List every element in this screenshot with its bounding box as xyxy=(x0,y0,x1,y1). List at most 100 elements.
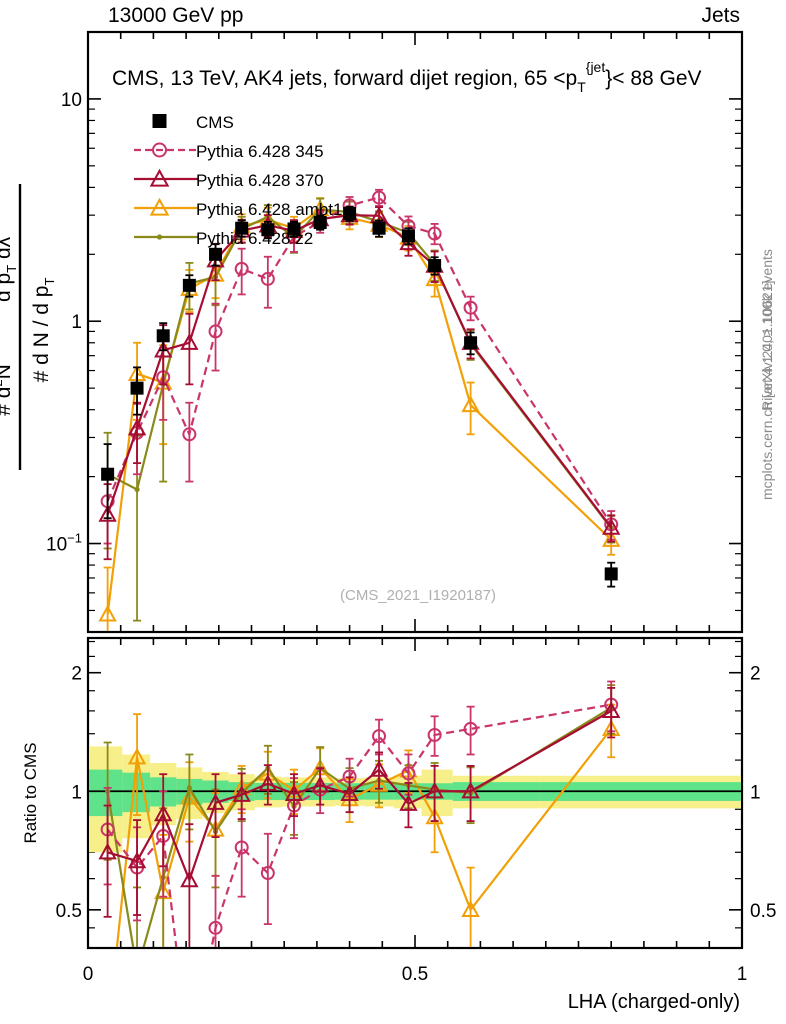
series-pythia-6-428-370 xyxy=(98,205,621,561)
dataset-watermark: (CMS_2021_I1920187) xyxy=(340,587,496,604)
data-point xyxy=(401,766,416,781)
data-point xyxy=(98,842,117,860)
data-point xyxy=(602,701,621,719)
data-point xyxy=(186,785,192,791)
data-point xyxy=(208,324,223,339)
legend-marker xyxy=(149,197,170,216)
series-line xyxy=(106,207,612,615)
legend-item-3: Pythia 6.428 ambt1 xyxy=(134,197,342,219)
data-point xyxy=(425,269,444,287)
data-point xyxy=(401,229,415,243)
ratio-y-tick-label-left: 0.5 xyxy=(56,901,82,922)
data-point xyxy=(463,300,478,315)
header-right: Jets xyxy=(701,4,740,27)
data-point xyxy=(604,567,618,581)
data-point xyxy=(127,747,147,765)
data-point xyxy=(372,729,387,744)
data-point xyxy=(372,221,386,235)
data-point xyxy=(101,467,115,481)
legend-marker xyxy=(156,234,163,240)
ratio-y-tick-label-right: 0.5 xyxy=(750,901,776,922)
data-point xyxy=(127,851,147,869)
data-point xyxy=(427,226,442,241)
legend-marker xyxy=(149,168,170,187)
data-point xyxy=(135,969,139,973)
data-point xyxy=(209,247,223,261)
y-tick-label: 1 xyxy=(71,312,82,333)
rivet-version-label: Rivet 4.1.0, ≥ 100k events xyxy=(759,249,775,411)
legend: CMS Pythia 6.428 345 Pythia 6.428 370 Pythi… xyxy=(134,113,342,248)
y-axis-label: # d2N d pT dλ # d N / d pT xyxy=(0,184,57,470)
series-line xyxy=(106,214,613,529)
data-point xyxy=(235,221,249,235)
series-pythia-6-428-ambt1 xyxy=(115,703,621,947)
series-pythia-6-428-z2 xyxy=(103,197,616,622)
data-point xyxy=(461,900,480,917)
data-point xyxy=(284,784,304,802)
data-point xyxy=(461,395,480,413)
plot-title: CMS, 13 TeV, AK4 jets, forward dijet reg… xyxy=(112,59,702,95)
data-point xyxy=(130,381,144,395)
x-tick-label: 0 xyxy=(83,964,94,985)
main-panel: 10 1 10−1 CMS, 13 TeV, AK4 jets, forward di… xyxy=(46,30,744,634)
data-point xyxy=(260,271,275,286)
ratio-y-tick-label-right: 2 xyxy=(750,664,761,685)
band-inner xyxy=(89,769,123,817)
data-point xyxy=(234,261,249,276)
y-label-numerator-right: d pT dλ xyxy=(0,236,19,302)
data-point xyxy=(428,259,442,273)
x-tick-label: 0.5 xyxy=(402,964,428,985)
legend-item-1: Pythia 6.428 345 xyxy=(134,142,324,161)
legend-label: Pythia 6.428 370 xyxy=(196,171,324,190)
data-point xyxy=(340,784,359,802)
data-point xyxy=(343,207,357,221)
data-point xyxy=(234,840,249,855)
data-point xyxy=(399,794,418,811)
data-point xyxy=(372,190,387,205)
series-line xyxy=(106,196,613,525)
y-tick-label: 10−1 xyxy=(46,531,82,556)
legend-label: Pythia 6.428 z2 xyxy=(196,229,313,248)
header-left: 13000 GeV pp xyxy=(108,4,243,27)
data-point xyxy=(425,807,444,825)
main-plot-frame xyxy=(86,30,744,634)
y-label-denominator: # d N / d pT xyxy=(30,278,57,383)
ratio-y-tick-label-right: 1 xyxy=(750,782,761,803)
data-point xyxy=(310,775,330,793)
series-line xyxy=(106,706,612,947)
legend-label: Pythia 6.428 345 xyxy=(196,142,324,161)
data-point xyxy=(180,333,199,350)
data-point xyxy=(313,216,327,230)
data-point xyxy=(369,760,389,777)
series-line xyxy=(107,208,613,530)
ratio-y-tick-label-left: 1 xyxy=(71,782,82,803)
data-point xyxy=(154,804,173,822)
y-label-numerator: # d2N xyxy=(0,364,15,416)
mcplots-source-label: mcplots.cern.ch [arXiv:2401.10621] xyxy=(759,281,775,500)
legend-item-2: Pythia 6.428 370 xyxy=(134,168,324,190)
data-point xyxy=(287,222,301,236)
data-point xyxy=(182,278,196,292)
data-point xyxy=(427,727,442,742)
data-point xyxy=(206,793,225,810)
legend-marker xyxy=(152,114,167,128)
legend-label: CMS xyxy=(196,113,234,132)
data-point xyxy=(258,774,278,791)
x-tick-label: 1 xyxy=(737,964,748,985)
ratio-axis-label: Ratio to CMS xyxy=(21,742,40,843)
legend-item-4: Pythia 6.428 z2 xyxy=(134,229,313,248)
data-point xyxy=(463,721,478,736)
data-point xyxy=(602,517,621,535)
data-point xyxy=(232,785,251,802)
series-cms xyxy=(101,205,618,588)
ratio-panel: 0.5 0.5 1 1 2 2 0 0.5 1 Ratio to CMS xyxy=(21,636,776,985)
data-point xyxy=(261,223,275,237)
data-point xyxy=(98,504,117,522)
legend-marker xyxy=(152,142,167,158)
legend-label: Pythia 6.428 ambt1 xyxy=(196,200,342,219)
series-pythia-6-428-370 xyxy=(98,687,621,947)
data-point xyxy=(98,604,117,622)
ratio-y-tick-label-left: 2 xyxy=(71,664,82,685)
